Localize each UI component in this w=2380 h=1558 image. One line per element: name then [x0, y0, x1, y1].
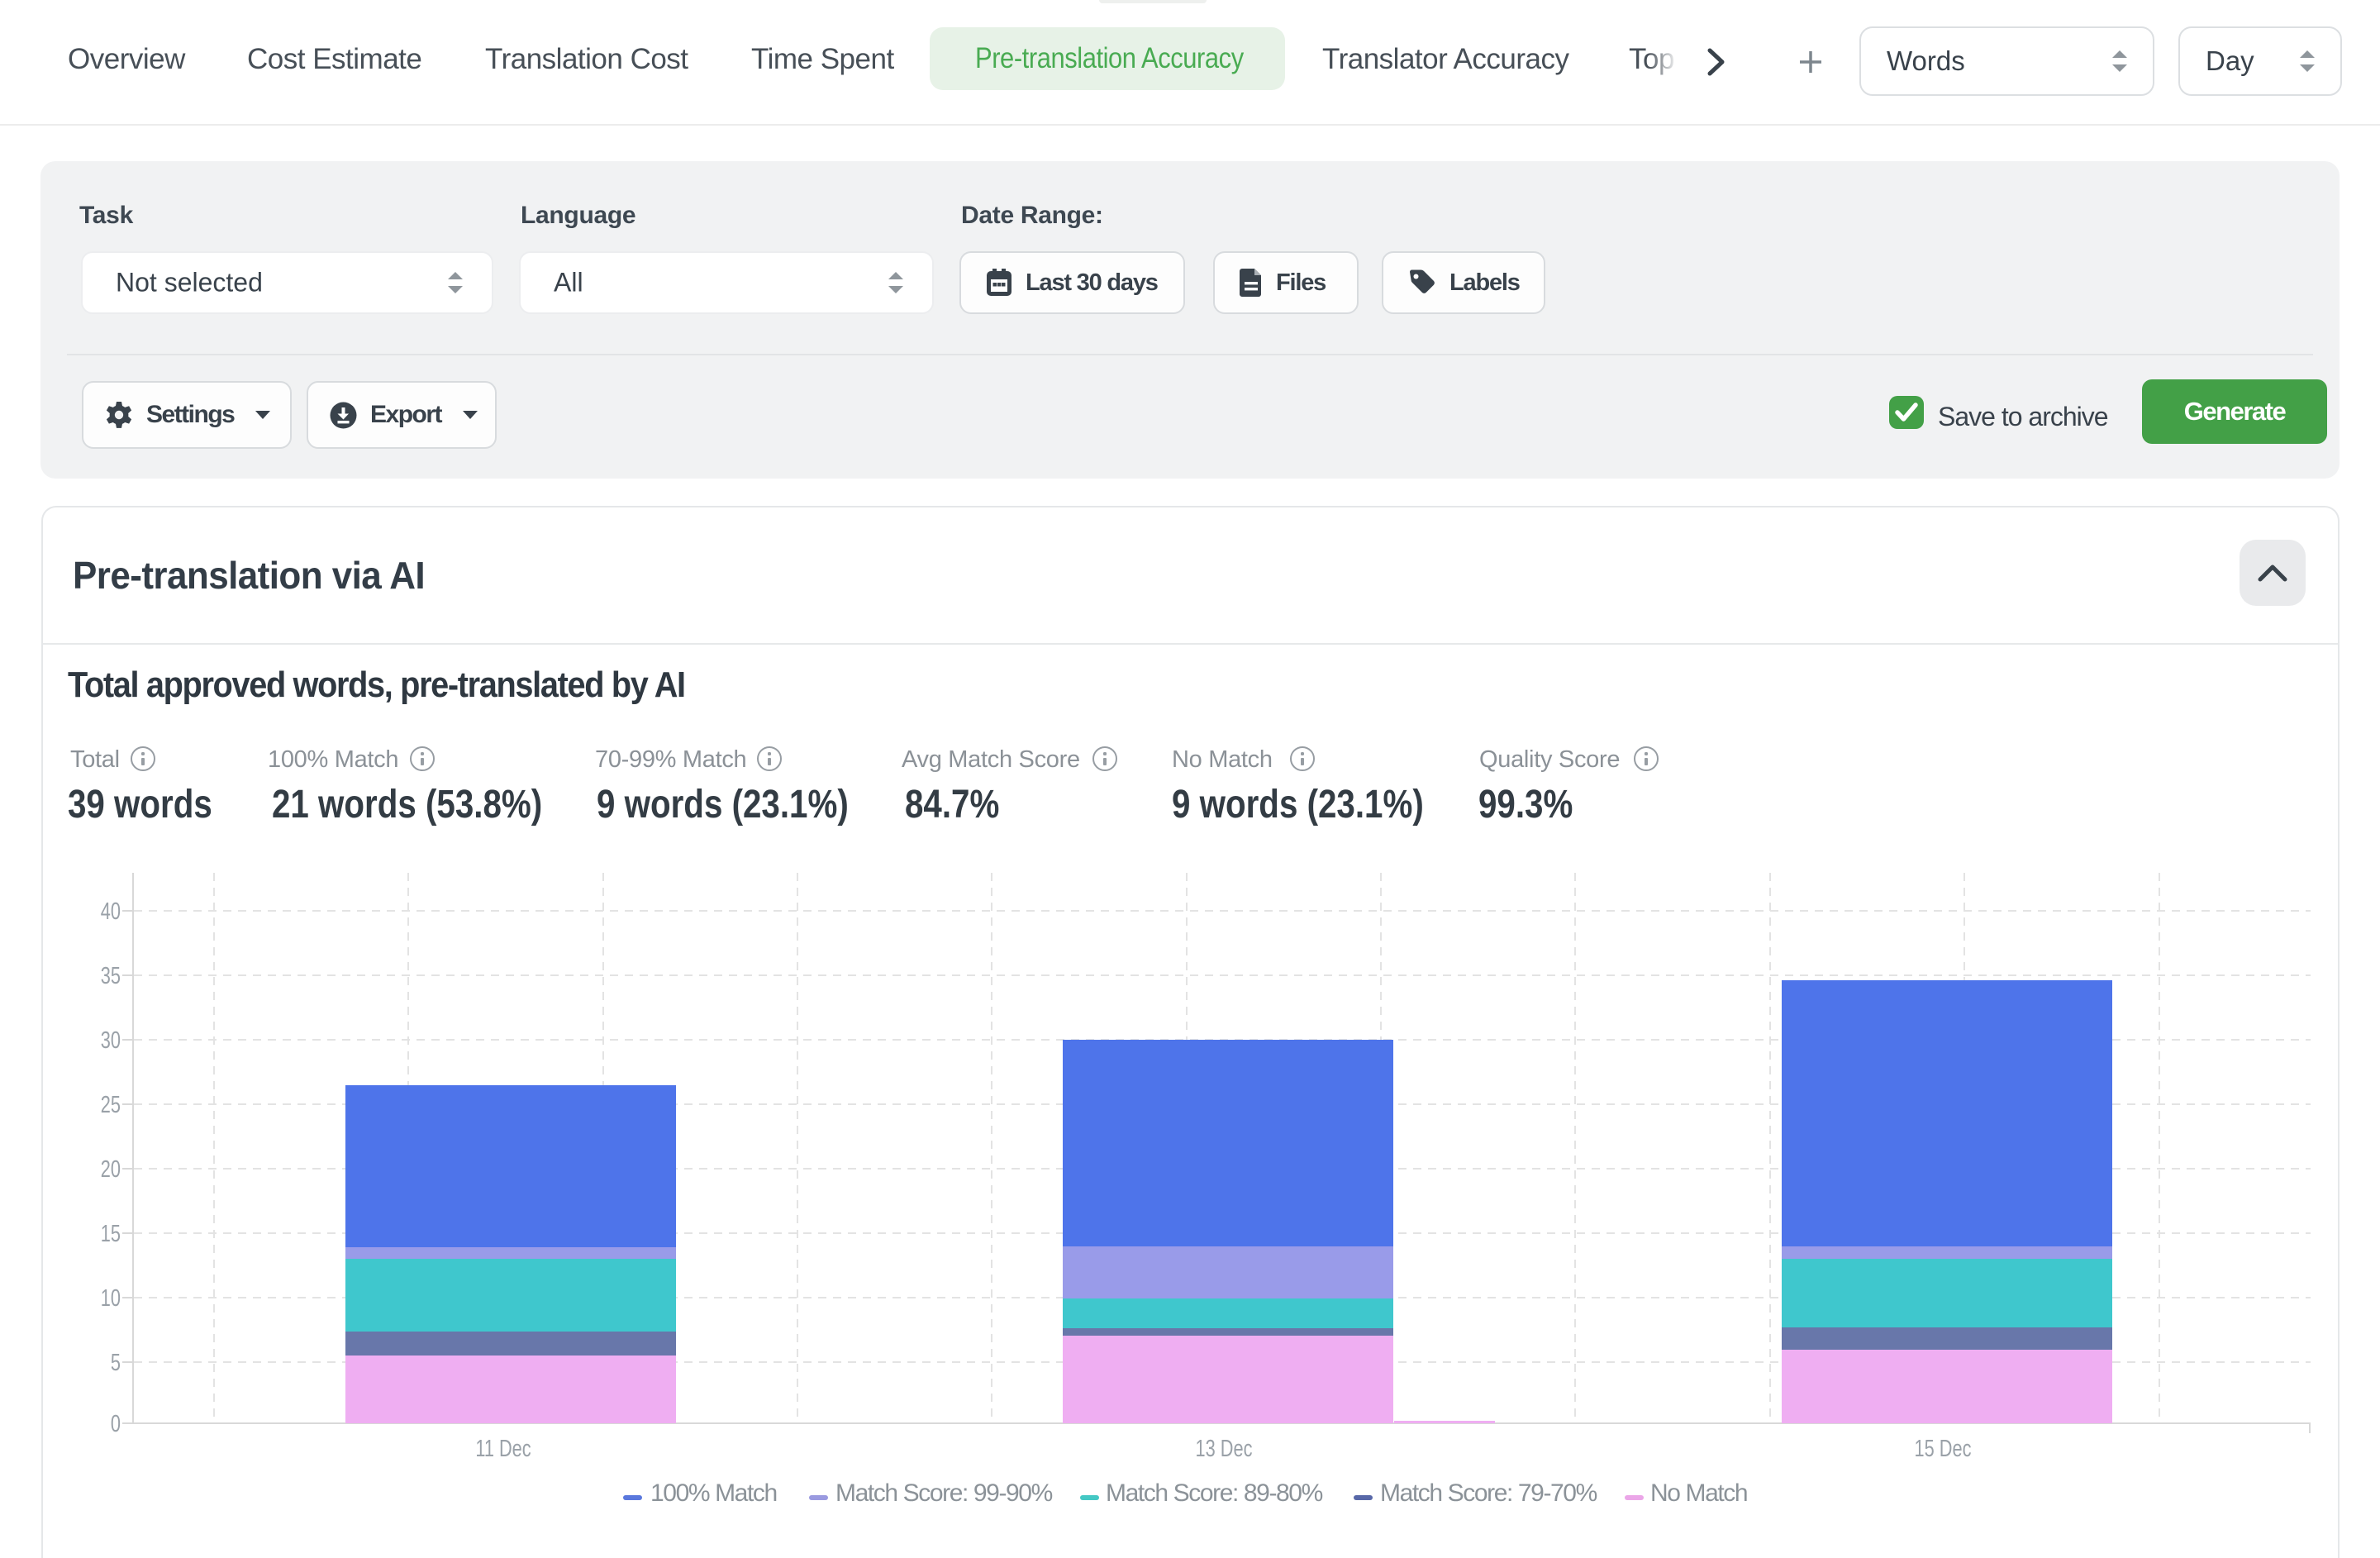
svg-text:0: 0	[111, 1411, 121, 1437]
svg-text:25: 25	[101, 1092, 121, 1118]
svg-text:10: 10	[101, 1285, 121, 1312]
svg-text:11 Dec: 11 Dec	[475, 1436, 531, 1462]
svg-text:15: 15	[101, 1221, 121, 1247]
svg-text:30: 30	[101, 1027, 121, 1054]
svg-text:40: 40	[101, 898, 121, 925]
svg-text:20: 20	[101, 1156, 121, 1183]
svg-text:13 Dec: 13 Dec	[1196, 1436, 1253, 1462]
svg-text:15 Dec: 15 Dec	[1915, 1436, 1972, 1462]
svg-text:5: 5	[111, 1350, 121, 1376]
svg-text:35: 35	[101, 963, 121, 989]
